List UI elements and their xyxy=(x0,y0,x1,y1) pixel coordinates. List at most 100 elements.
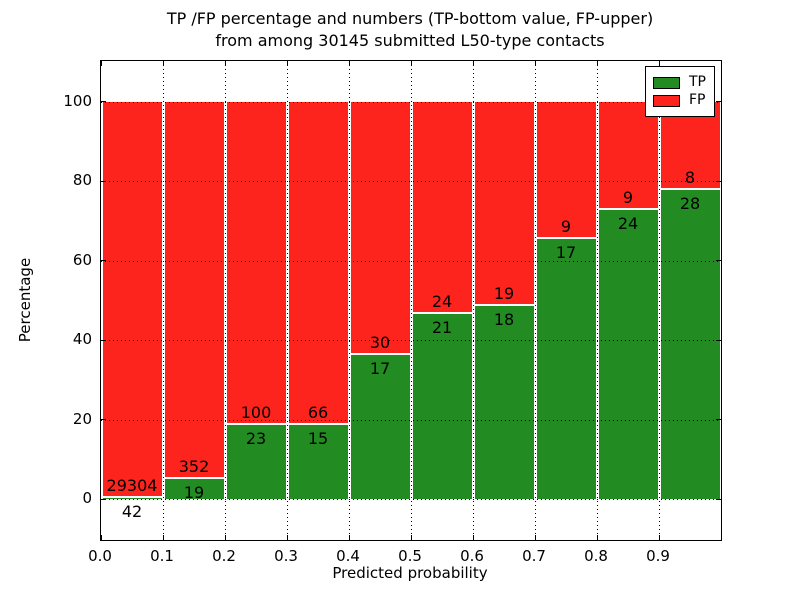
gridline-vertical xyxy=(658,61,660,540)
y-tick-mark xyxy=(716,498,721,500)
legend-item-label: TP xyxy=(689,74,706,90)
y-tick-label: 100 xyxy=(63,91,92,110)
bar-tp-segment xyxy=(350,355,410,499)
bar-fp-segment xyxy=(102,101,162,499)
gridline-horizontal xyxy=(101,101,721,103)
y-tick-mark xyxy=(101,101,106,103)
legend-item: FP xyxy=(653,93,706,108)
fp-count-label: 24 xyxy=(431,291,453,311)
x-tick-label: 0.5 xyxy=(398,547,422,565)
y-tick-mark xyxy=(716,180,721,182)
gridline-horizontal xyxy=(101,340,721,342)
tp-count-label: 17 xyxy=(369,359,391,379)
chart-title-line1: TP /FP percentage and numbers (TP-bottom… xyxy=(166,9,654,28)
x-tick-mark xyxy=(534,61,536,66)
bar-tp-segment xyxy=(598,210,658,499)
x-tick-label: 0.3 xyxy=(274,547,298,565)
bar-fp-segment xyxy=(536,101,596,240)
bar-tp-segment xyxy=(164,478,224,499)
gridline-horizontal xyxy=(101,181,721,183)
y-axis-label: Percentage xyxy=(16,257,34,343)
x-tick-mark xyxy=(162,535,164,540)
gridline-vertical xyxy=(224,61,226,540)
x-tick-mark xyxy=(286,61,288,66)
tp-count-label: 23 xyxy=(245,428,267,448)
fp-swatch-icon xyxy=(653,94,680,107)
fp-count-label: 8 xyxy=(684,167,696,187)
x-tick-label: 0.8 xyxy=(584,547,608,565)
gridline-horizontal xyxy=(101,260,721,262)
bar-fp-segment xyxy=(474,101,534,306)
gridline-vertical xyxy=(162,61,164,540)
chart-title-line2: from among 30145 submitted L50-type cont… xyxy=(215,31,605,50)
x-tick-mark xyxy=(410,535,412,540)
x-tick-mark xyxy=(410,61,412,66)
y-tick-label: 0 xyxy=(82,489,92,507)
x-tick-mark xyxy=(658,61,660,66)
chart-title: TP /FP percentage and numbers (TP-bottom… xyxy=(100,8,720,52)
tp-swatch-icon xyxy=(653,76,680,89)
gridline-vertical xyxy=(348,61,350,540)
legend-item: TP xyxy=(653,75,706,90)
x-tick-mark xyxy=(472,535,474,540)
fp-count-label: 9 xyxy=(622,188,634,208)
plot-area: 29304 42 352 19 100 23 66 15 30 17 24 21 19 18 9 17 9 24 8… xyxy=(100,60,722,541)
legend-item-label: FP xyxy=(689,92,706,108)
bar-fp-segment xyxy=(412,101,472,314)
legend: TP FP xyxy=(645,66,715,117)
x-tick-label: 0.1 xyxy=(150,547,174,565)
bar-fp-segment xyxy=(350,101,410,356)
y-tick-mark xyxy=(101,260,106,262)
tp-count-label: 24 xyxy=(617,214,639,234)
x-tick-label: 0.9 xyxy=(646,547,670,565)
gridline-horizontal xyxy=(101,419,721,421)
fp-count-label: 29304 xyxy=(106,476,158,496)
gridline-vertical xyxy=(472,61,474,540)
gridline-vertical xyxy=(596,61,598,540)
bar-tp-segment xyxy=(474,305,534,499)
bar-fp-segment xyxy=(288,101,348,426)
bar-tp-segment xyxy=(412,313,472,499)
x-tick-label: 0.2 xyxy=(212,547,236,565)
y-tick-label: 20 xyxy=(72,409,92,428)
y-tick-mark xyxy=(716,339,721,341)
x-tick-mark xyxy=(658,535,660,540)
x-tick-mark xyxy=(224,535,226,540)
x-tick-mark xyxy=(348,535,350,540)
x-tick-label: 0.0 xyxy=(88,547,112,565)
y-tick-label: 40 xyxy=(72,330,92,349)
tp-count-label: 15 xyxy=(307,429,329,449)
fp-count-label: 30 xyxy=(369,333,391,353)
x-tick-mark xyxy=(162,61,164,66)
x-tick-mark xyxy=(534,535,536,540)
y-tick-mark xyxy=(101,180,106,182)
x-tick-mark xyxy=(100,61,102,66)
tp-count-label: 19 xyxy=(183,482,205,502)
fp-count-label: 19 xyxy=(493,283,515,303)
x-axis-label: Predicted probability xyxy=(332,564,488,582)
y-tick-mark xyxy=(101,498,106,500)
y-tick-mark xyxy=(716,260,721,262)
x-tick-mark xyxy=(596,61,598,66)
y-tick-label: 80 xyxy=(72,171,92,190)
bar-fp-segment xyxy=(164,101,224,479)
gridline-horizontal xyxy=(101,499,721,500)
bar-fp-segment xyxy=(226,101,286,425)
fp-count-label: 352 xyxy=(178,456,210,476)
x-tick-mark xyxy=(100,535,102,540)
bar-fp-segment xyxy=(598,101,658,211)
x-tick-mark xyxy=(348,61,350,66)
bar-tp-segment xyxy=(288,425,348,499)
x-tick-label: 0.7 xyxy=(522,547,546,565)
x-tick-label: 0.4 xyxy=(336,547,360,565)
x-tick-mark xyxy=(596,535,598,540)
tp-count-label: 17 xyxy=(555,243,577,263)
y-tick-mark xyxy=(101,339,106,341)
bar-tp-segment xyxy=(660,189,720,499)
tp-count-label: 18 xyxy=(493,309,515,329)
tp-count-label: 28 xyxy=(679,193,701,213)
gridline-vertical xyxy=(534,61,536,540)
fp-count-label: 66 xyxy=(307,403,329,423)
y-tick-label: 60 xyxy=(72,250,92,269)
